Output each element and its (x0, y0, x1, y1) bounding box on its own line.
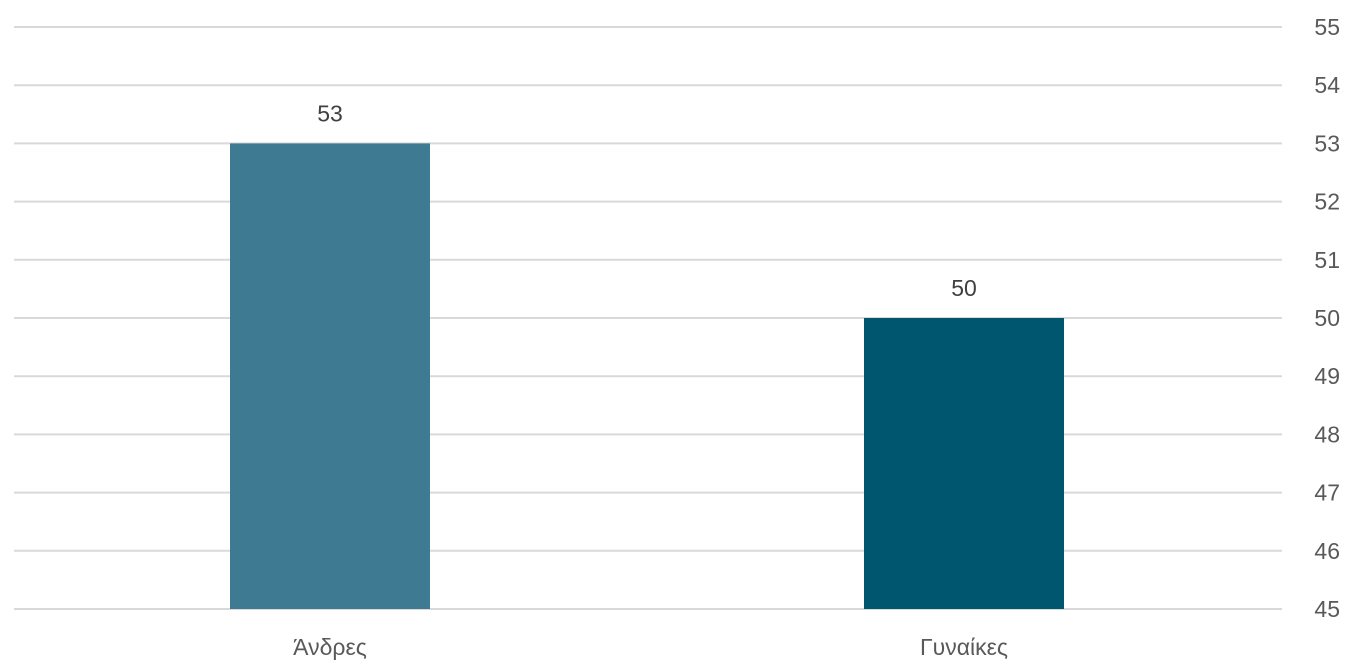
bar (230, 143, 430, 609)
data-labels: 53 50 (317, 100, 977, 301)
y-tick-label: 54 (1314, 72, 1340, 98)
x-axis-categories: Άνδρες Γυναίκες (293, 634, 1008, 660)
y-tick-label: 50 (1314, 305, 1340, 331)
y-tick-label: 49 (1314, 363, 1340, 389)
gridlines (14, 26, 1282, 610)
data-label: 50 (951, 275, 977, 301)
bar (864, 318, 1064, 609)
y-tick-label: 45 (1314, 596, 1340, 622)
y-tick-label: 51 (1314, 247, 1340, 273)
y-axis-ticks: 45 46 47 48 49 50 51 52 53 54 55 (1314, 14, 1340, 622)
y-tick-label: 47 (1314, 480, 1340, 506)
x-category-label: Γυναίκες (920, 634, 1008, 660)
y-tick-label: 52 (1314, 189, 1340, 215)
data-label: 53 (317, 100, 343, 126)
x-category-label: Άνδρες (293, 634, 367, 660)
y-tick-label: 53 (1314, 130, 1340, 156)
y-tick-label: 46 (1314, 538, 1340, 564)
y-tick-label: 48 (1314, 421, 1340, 447)
bars (230, 143, 1064, 609)
y-tick-label: 55 (1314, 14, 1340, 40)
